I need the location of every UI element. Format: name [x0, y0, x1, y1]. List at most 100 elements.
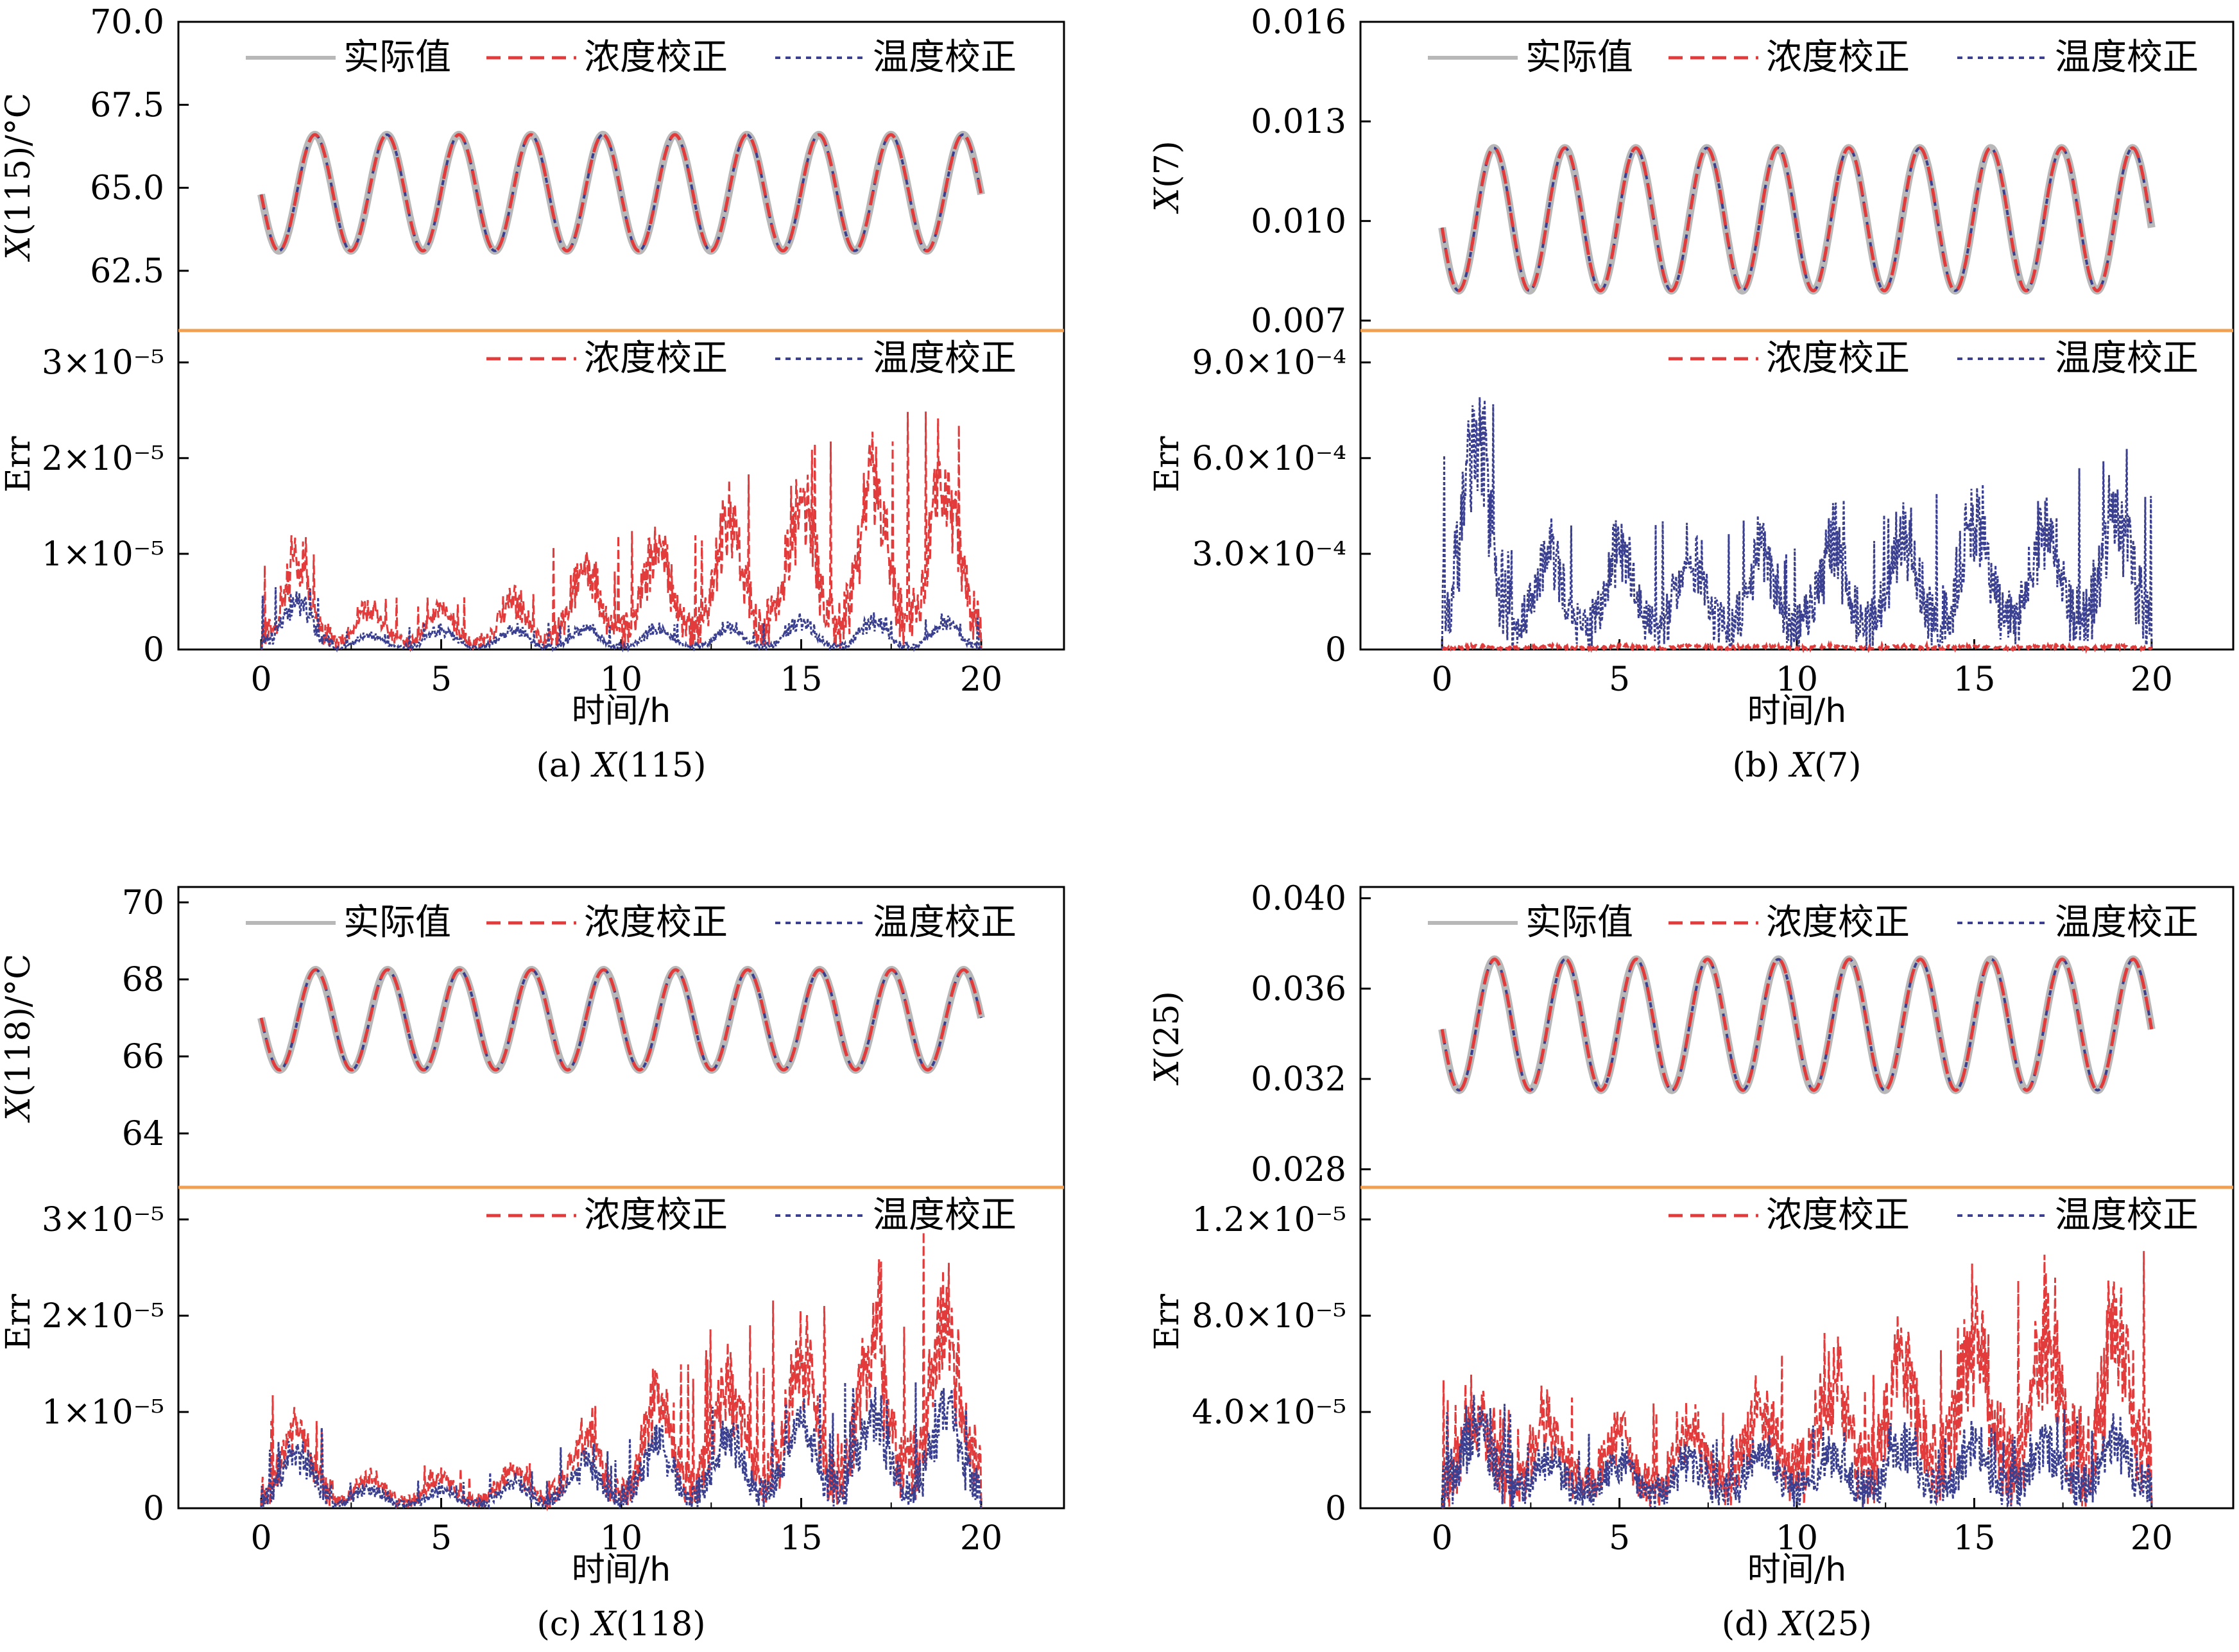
legend-bottom-conc: 浓度校正 [486, 338, 728, 379]
x-axis-label: 时间/h [572, 692, 671, 730]
top-y-tick-label: 64 [122, 1115, 164, 1153]
caption-var: X [590, 746, 618, 785]
legend-top-temp: 温度校正 [775, 37, 1017, 78]
series-temp-err [1441, 1395, 2153, 1509]
top-y-label-var: X [1148, 187, 1187, 214]
x-tick-label: 0 [1432, 660, 1453, 699]
legend-label-actual: 实际值 [343, 37, 451, 78]
bottom-y-axis-label: Err [1148, 1294, 1187, 1350]
bottom-y-tick-label: 1×10⁻⁵ [42, 535, 164, 574]
x-tick-label: 15 [1953, 1519, 1995, 1558]
series-temp-err [1441, 397, 2153, 650]
series-conc-line [259, 133, 983, 253]
x-axis-label: 时间/h [1747, 1551, 1846, 1589]
caption-prefix: (a) [536, 746, 593, 785]
top-y-label-suffix: (25) [1148, 991, 1187, 1060]
chart-panel-d: 0 5 10 15 20 时间/h 0.028 0.032 0.036 0.040 0 4.0×10⁻… [1148, 880, 2235, 1644]
legend-top-temp: 温度校正 [775, 902, 1017, 943]
legend-label-conc: 浓度校正 [1766, 338, 1910, 379]
bottom-y-tick-label: 2×10⁻⁵ [42, 1297, 164, 1336]
legend-bottom-conc: 浓度校正 [486, 1194, 728, 1236]
legend-label-conc: 浓度校正 [1766, 902, 1910, 943]
x-axis-label: 时间/h [572, 1551, 671, 1589]
caption-var: X [1777, 1605, 1805, 1644]
x-tick-label: 5 [431, 660, 452, 699]
chart-panel-a: 0 5 10 15 20 时间/h 62.5 65.0 67.5 70.0 0 1×10⁻⁵ 2×10⁻… [0, 3, 1065, 785]
series-conc-line [1440, 958, 2154, 1092]
panel-caption: (b) X(7) [1732, 746, 1861, 785]
series-conc-err [260, 1232, 982, 1511]
legend-bottom-temp: 温度校正 [775, 1194, 1017, 1236]
caption-var: X [590, 1605, 617, 1644]
x-tick-label: 0 [250, 660, 271, 699]
series-conc-err [1442, 640, 2153, 655]
top-y-axis-label: X(115)/°C [0, 92, 38, 262]
legend-label-conc: 浓度校正 [584, 902, 728, 943]
top-y-label-var: X [0, 235, 38, 262]
x-tick-label: 15 [1953, 660, 1995, 699]
panel-caption: (a) X(115) [536, 746, 707, 785]
top-y-tick-label: 70 [122, 884, 164, 922]
series-conc-line [1440, 146, 2154, 293]
series-temp-err [260, 1382, 982, 1510]
bottom-y-tick-label: 6.0×10⁻⁴ [1192, 440, 1346, 478]
bottom-y-tick-label: 0 [143, 631, 164, 669]
caption-suffix: (115) [617, 746, 707, 785]
x-tick-label: 5 [1609, 1519, 1630, 1558]
caption-prefix: (b) [1732, 746, 1790, 785]
legend-label-conc: 浓度校正 [1766, 37, 1910, 78]
legend-bottom-temp: 温度校正 [1957, 338, 2199, 379]
legend-top-conc: 浓度校正 [1669, 902, 1910, 943]
legend-label-actual: 实际值 [1525, 902, 1633, 943]
x-tick-label: 15 [780, 660, 822, 699]
series-temp-err [260, 587, 982, 653]
x-tick-label: 20 [960, 1519, 1002, 1558]
legend-top-conc: 浓度校正 [486, 902, 728, 943]
legend-label-temp: 温度校正 [2055, 37, 2199, 78]
bottom-y-tick-label: 1.2×10⁻⁵ [1192, 1201, 1346, 1239]
legend-top-temp: 温度校正 [1957, 37, 2199, 78]
top-y-tick-label: 67.5 [90, 86, 164, 125]
legend-label-temp: 温度校正 [873, 1194, 1017, 1236]
legend-top-actual: 实际值 [1428, 902, 1633, 943]
legend-label-temp: 温度校正 [873, 37, 1017, 78]
legend-top-actual: 实际值 [1428, 37, 1633, 78]
series-conc-err [260, 411, 982, 653]
top-y-label-var: X [0, 1096, 38, 1123]
x-axis-label: 时间/h [1747, 692, 1846, 730]
legend-label-temp: 温度校正 [873, 338, 1017, 379]
x-tick-label: 0 [1432, 1519, 1453, 1558]
top-y-tick-label: 70.0 [90, 3, 164, 42]
bottom-y-tick-label: 0 [1325, 1490, 1346, 1528]
x-tick-label: 10 [600, 1519, 642, 1558]
x-tick-label: 10 [1776, 660, 1818, 699]
top-y-label-suffix: (115)/°C [0, 92, 38, 236]
bottom-y-tick-label: 9.0×10⁻⁴ [1192, 344, 1346, 383]
top-y-tick-label: 0.028 [1251, 1151, 1346, 1189]
x-tick-label: 20 [2131, 660, 2173, 699]
chart-panel-c: 0 5 10 15 20 时间/h 64 66 68 70 0 1×10⁻⁵ 2×10⁻⁵ 3×10⁻⁵ X… [0, 884, 1065, 1644]
legend-top-temp: 温度校正 [1957, 902, 2199, 943]
legend-label-conc: 浓度校正 [584, 338, 728, 379]
x-tick-label: 15 [780, 1519, 822, 1558]
legend-top-conc: 浓度校正 [486, 37, 728, 78]
legend-label-temp: 温度校正 [2055, 338, 2199, 379]
bottom-y-tick-label: 0 [143, 1490, 164, 1528]
caption-var: X [1788, 746, 1815, 785]
panel-caption: (d) X(25) [1722, 1605, 1872, 1644]
top-y-label-suffix: (7) [1148, 141, 1187, 188]
top-y-tick-label: 62.5 [90, 252, 164, 291]
bottom-y-axis-label: Err [0, 1294, 38, 1350]
top-y-tick-label: 66 [122, 1038, 164, 1076]
bottom-y-tick-label: 3×10⁻⁵ [42, 344, 164, 383]
series-conc-line [259, 968, 983, 1072]
legend-top-actual: 实际值 [246, 37, 451, 78]
top-y-axis-label: X(7) [1148, 141, 1187, 214]
x-tick-label: 10 [600, 660, 642, 699]
legend-label-conc: 浓度校正 [584, 37, 728, 78]
x-tick-label: 5 [1609, 660, 1630, 699]
bottom-y-tick-label: 2×10⁻⁵ [42, 440, 164, 478]
panel-caption: (c) X(118) [536, 1605, 705, 1644]
top-y-tick-label: 65.0 [90, 169, 164, 208]
top-y-tick-label: 0.040 [1251, 880, 1346, 918]
